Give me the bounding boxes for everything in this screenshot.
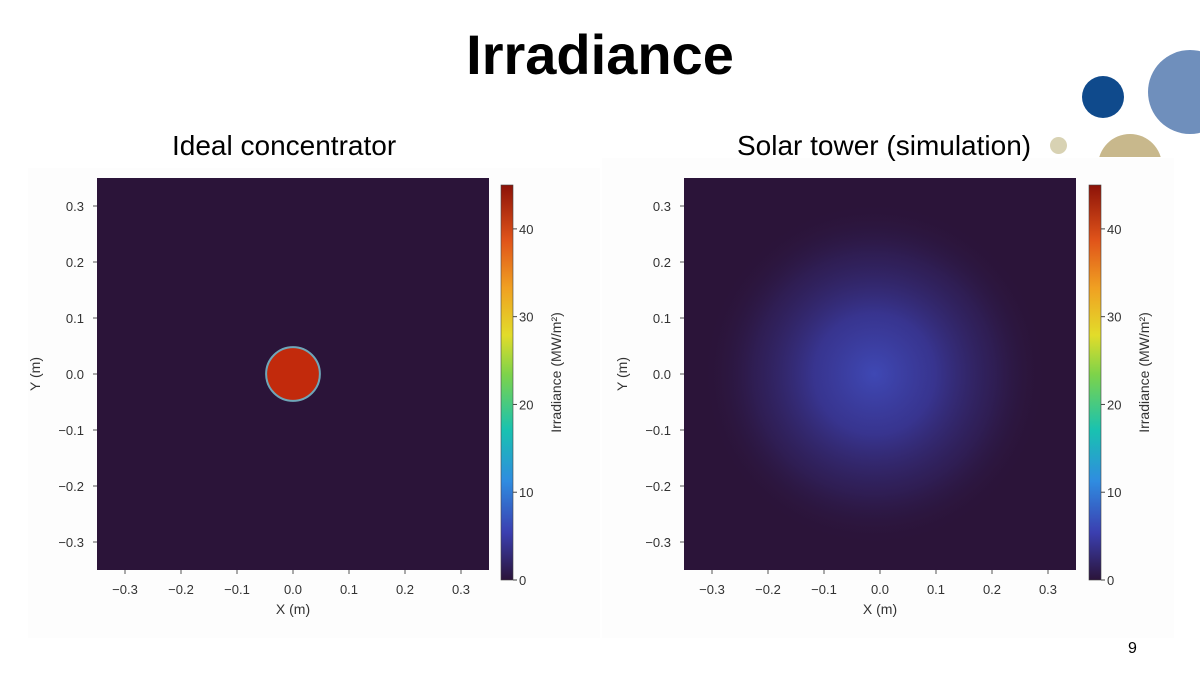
- y-tick-label: 0.3: [66, 199, 84, 214]
- x-tick-label: −0.1: [224, 582, 250, 597]
- colorbar-tick-label: 40: [1107, 222, 1121, 237]
- y-tick-label: −0.2: [645, 479, 671, 494]
- chart-title-solar-tower: Solar tower (simulation): [737, 130, 1032, 161]
- x-tick-label: −0.2: [755, 582, 781, 597]
- colorbar-label: Irradiance (MW/m²): [548, 312, 564, 433]
- y-tick-label: 0.2: [66, 255, 84, 270]
- y-tick-label: 0.3: [653, 199, 671, 214]
- x-tick-label: 0.3: [1039, 582, 1057, 597]
- colorbar: [500, 184, 514, 581]
- y-tick-label: 0.2: [653, 255, 671, 270]
- decorative-circle-navy: [1082, 76, 1124, 118]
- y-tick-label: −0.1: [645, 423, 671, 438]
- y-tick-label: −0.1: [58, 423, 84, 438]
- x-tick-label: −0.3: [699, 582, 725, 597]
- colorbar-tick-label: 30: [519, 310, 533, 325]
- x-axis-label: X (m): [276, 601, 310, 617]
- x-tick-label: 0.1: [927, 582, 945, 597]
- colorbar-tick-label: 10: [519, 485, 533, 500]
- y-axis-label: Y (m): [614, 357, 630, 391]
- irradiance-spot: [265, 346, 321, 402]
- slide-title: Irradiance: [466, 23, 734, 86]
- irradiance-diffuse-spot: [701, 201, 1047, 547]
- heatmap-chart-1: −0.3 −0.2 −0.1 0.0 0.1 0.2 0.3 0.3 0.2 0.1 0.0 −0.1…: [27, 178, 564, 617]
- x-tick-label: 0.0: [284, 582, 302, 597]
- colorbar-tick-label: 40: [519, 222, 533, 237]
- colorbar-tick-label: 10: [1107, 485, 1121, 500]
- y-axis-label: Y (m): [27, 357, 43, 391]
- y-tick-label: −0.3: [645, 535, 671, 550]
- x-tick-label: 0.0: [871, 582, 889, 597]
- y-tick-label: −0.3: [58, 535, 84, 550]
- y-tick-label: 0.1: [66, 311, 84, 326]
- decorative-dot: [1050, 137, 1067, 154]
- x-tick-label: 0.3: [452, 582, 470, 597]
- x-tick-label: −0.2: [168, 582, 194, 597]
- y-tick-label: 0.0: [653, 367, 671, 382]
- x-tick-label: −0.1: [811, 582, 837, 597]
- colorbar-tick-label: 20: [1107, 397, 1121, 412]
- x-tick-label: 0.2: [396, 582, 414, 597]
- y-tick-label: 0.1: [653, 311, 671, 326]
- y-tick-label: 0.0: [66, 367, 84, 382]
- x-tick-label: 0.1: [340, 582, 358, 597]
- x-tick-label: −0.3: [112, 582, 138, 597]
- colorbar-tick-label: 20: [519, 397, 533, 412]
- colorbar-tick-label: 0: [1107, 573, 1114, 588]
- chart-title-ideal-concentrator: Ideal concentrator: [172, 130, 397, 161]
- colorbar-tick-label: 0: [519, 573, 526, 588]
- x-axis-label: X (m): [863, 601, 897, 617]
- x-tick-label: 0.2: [983, 582, 1001, 597]
- colorbar: [1088, 184, 1102, 581]
- colorbar-tick-label: 30: [1107, 310, 1121, 325]
- y-tick-label: −0.2: [58, 479, 84, 494]
- heatmap-chart-2: −0.3 −0.2 −0.1 0.0 0.1 0.2 0.3 0.3 0.2 0.1 0.0 −0.1…: [614, 178, 1152, 617]
- colorbar-label: Irradiance (MW/m²): [1136, 312, 1152, 433]
- page-number: 9: [1128, 640, 1137, 657]
